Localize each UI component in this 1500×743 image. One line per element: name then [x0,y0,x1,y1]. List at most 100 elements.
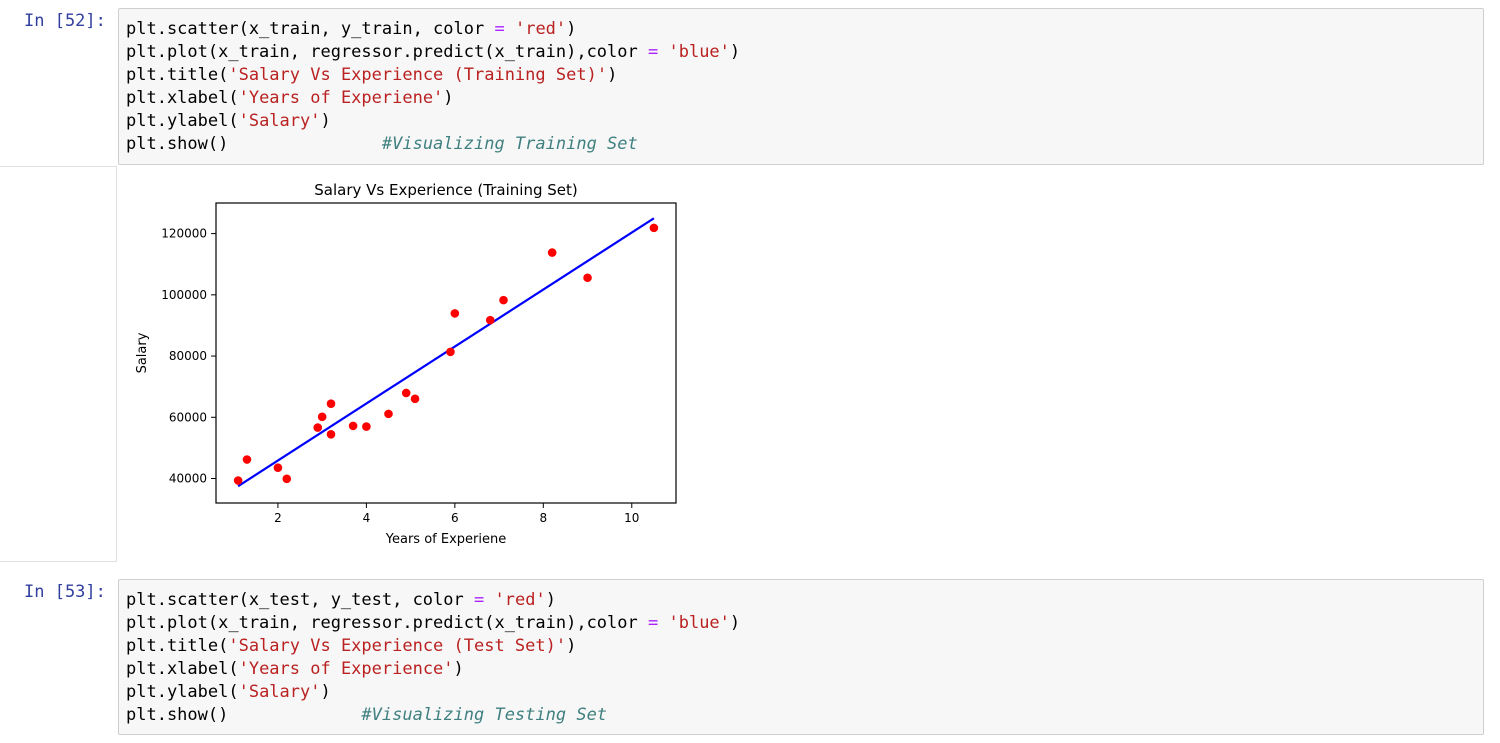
scatter-point [401,388,411,398]
code-token: ) [607,65,618,85]
code-line: plt.plot(x_train, regressor.predict(x_tr… [126,612,740,635]
code-line: plt.title('Salary Vs Experience (Test Se… [126,635,740,658]
chart-title: Salary Vs Experience (Training Set) [314,181,577,199]
code-line: plt.show() #Visualizing Training Set [126,133,740,156]
scatter-point [499,295,508,305]
y-axis-label: Salary [135,332,150,373]
scatter-point [384,409,393,419]
scatter-point [273,463,283,473]
code-text[interactable]: plt.scatter(x_train, y_train, color = 'r… [126,18,740,156]
scatter-point [242,455,252,464]
code-line: plt.xlabel('Years of Experiene') [126,87,740,110]
cell-prompt: In [53]: [24,582,106,602]
scatter-point [362,422,371,431]
x-tick-label: 2 [274,511,282,525]
code-string: 'blue' [668,613,730,633]
code-token: plt.scatter(x_train, y_train, color [126,19,495,39]
code-token: ) [729,42,741,62]
scatter-point [233,476,243,485]
code-string: 'Years of Experience' [238,659,454,679]
code-token [658,42,668,62]
code-comment: #Visualizing Training Set [381,134,638,154]
code-line: plt.ylabel('Salary') [126,681,740,704]
scatter-point [410,394,420,404]
scatter-point [326,399,336,408]
x-tick-label: 4 [363,511,371,525]
scatter-point [348,421,358,431]
scatter-point [450,309,460,318]
code-token: plt.title( [126,65,229,85]
code-string: 'blue' [668,42,730,62]
code-editor[interactable]: plt.scatter(x_test, y_test, color = 'red… [118,579,1484,735]
code-token: plt.xlabel( [126,659,239,679]
scatter-point [317,412,327,422]
code-string: 'red' [514,19,567,39]
scatter-point [326,429,336,439]
x-axis-label: Years of Experiene [385,532,506,547]
code-token: ) [566,636,577,656]
output-prompt-area[interactable] [0,166,117,562]
code-token: ) [443,88,454,108]
code-line: plt.title('Salary Vs Experience (Trainin… [126,64,740,87]
scatter-point [446,347,455,357]
code-token: = [474,590,485,610]
code-cell-53[interactable]: In [53]: plt.scatter(x_test, y_test, col… [0,571,1500,743]
scatter-point [583,273,592,283]
y-tick-label: 40000 [169,472,207,486]
code-line: plt.scatter(x_test, y_test, color = 'red… [126,589,740,612]
code-line: plt.plot(x_train, regressor.predict(x_tr… [126,41,740,64]
x-tick-label: 8 [539,511,547,525]
code-token: plt.plot(x_train, regressor.predict(x_tr… [126,613,648,633]
code-token: = [494,19,505,39]
code-token: ) [545,590,556,610]
output-area: Salary Vs Experience (Training Set) 2 4 6 8 1… [0,166,1500,562]
code-token: ) [320,111,331,131]
x-tick-label: 10 [624,511,639,525]
code-token: plt.show() [126,705,362,725]
code-token [484,590,494,610]
code-token: plt.scatter(x_test, y_test, color [126,590,474,610]
code-text[interactable]: plt.scatter(x_test, y_test, color = 'red… [126,589,740,727]
y-tick-label: 100000 [161,288,207,302]
code-string: 'Salary' [238,682,321,702]
code-token: ) [453,659,464,679]
code-cell-52[interactable]: In [52]: plt.scatter(x_train, y_train, c… [0,0,1500,166]
y-tick-label: 120000 [161,227,207,241]
code-editor[interactable]: plt.scatter(x_train, y_train, color = 'r… [118,8,1484,165]
code-string: 'red' [494,590,546,610]
y-tick-label: 80000 [169,349,207,363]
scatter-point [313,423,323,432]
code-line: plt.scatter(x_train, y_train, color = 'r… [126,18,740,41]
code-token: plt.xlabel( [126,88,239,108]
code-token [658,613,668,633]
code-line: plt.xlabel('Years of Experience') [126,658,740,681]
x-tick-label: 6 [451,511,459,525]
code-line: plt.ylabel('Salary') [126,110,740,133]
code-string: 'Salary' [238,111,321,131]
code-string: 'Years of Experiene' [238,88,444,108]
regression-line [237,217,655,488]
code-string: 'Salary Vs Experience (Test Set)' [228,636,567,656]
scatter-point [547,248,557,257]
code-token: ) [729,613,741,633]
cell-prompt: In [52]: [24,11,106,31]
scatter-chart: Salary Vs Experience (Training Set) 2 4 6 8 1… [135,181,677,547]
scatter-point [485,315,495,325]
code-token: = [647,42,659,62]
scatter-point [282,474,292,484]
scatter-point [649,223,659,233]
code-token: ) [566,19,577,39]
code-token: plt.ylabel( [126,111,239,131]
code-token: plt.title( [126,636,229,656]
code-line: plt.show() #Visualizing Testing Set [126,704,740,727]
plot-output: Salary Vs Experience (Training Set) 2 4 6 8 1… [118,166,698,566]
code-token: plt.show() [126,134,382,154]
code-token: ) [320,682,331,702]
y-tick-label: 60000 [169,410,207,424]
code-token: plt.plot(x_train, regressor.predict(x_tr… [126,42,648,62]
code-token: = [647,613,659,633]
code-string: 'Salary Vs Experience (Training Set)' [228,65,608,85]
code-token: plt.ylabel( [126,682,239,702]
code-comment: #Visualizing Testing Set [361,705,608,725]
code-token [505,19,515,39]
